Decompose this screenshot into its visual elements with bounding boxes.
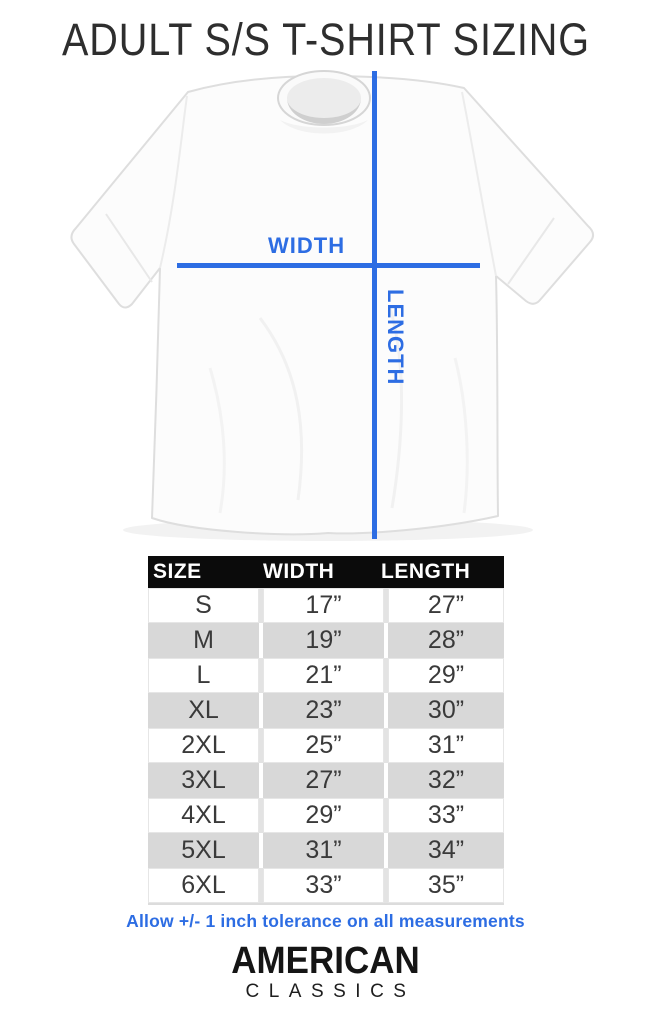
cell-width: 19” [263,623,384,658]
cell-width: 25” [263,728,384,763]
cell-size: 2XL [148,728,259,763]
cell-length: 28” [388,623,504,658]
cell-length: 30” [388,693,504,728]
brand-name-american: AMERICAN [231,940,420,982]
cell-length: 31” [388,728,504,763]
cell-width: 17” [263,588,384,623]
cell-size: 5XL [148,833,259,868]
size-row-l: L 21” 29” [148,658,504,693]
length-label: LENGTH [383,289,408,386]
cell-size: 6XL [148,868,259,903]
page-title: ADULT S/S T-SHIRT SIZING [0,14,651,66]
tshirt-diagram: WIDTH LENGTH [70,70,594,541]
size-row-xl: XL 23” 30” [148,693,504,728]
tshirt-image [70,70,594,541]
width-label: WIDTH [268,233,346,258]
cell-length: 32” [388,763,504,798]
size-row-s: S 17” 27” [148,588,504,623]
cell-length: 29” [388,658,504,693]
size-row-2xl: 2XL 25” 31” [148,728,504,763]
brand-name-classics: CLASSICS [245,981,416,1002]
cell-width: 23” [263,693,384,728]
cell-size: L [148,658,259,693]
header-width: WIDTH [263,560,335,583]
width-measure-line [177,263,480,268]
cell-width: 33” [263,868,384,903]
cell-width: 27” [263,763,384,798]
cell-length: 33” [388,798,504,833]
size-table-body: S 17” 27” M 19” 28” L 21” 29” XL 23” 30” 2XL 25” 31” 3X… [148,588,504,905]
cell-length: 35” [388,868,504,903]
cell-size: XL [148,693,259,728]
cell-length: 27” [388,588,504,623]
header-length: LENGTH [381,560,471,583]
size-row-4xl: 4XL 29” 33” [148,798,504,833]
cell-width: 29” [263,798,384,833]
header-size: SIZE [153,560,202,583]
size-row-3xl: 3XL 27” 32” [148,763,504,798]
cell-length: 34” [388,833,504,868]
tolerance-note: Allow +/- 1 inch tolerance on all measur… [126,911,525,931]
cell-size: M [148,623,259,658]
cell-size: 3XL [148,763,259,798]
cell-width: 21” [263,658,384,693]
size-row-6xl: 6XL 33” 35” [148,868,504,903]
length-measure-line [372,71,377,539]
size-row-m: M 19” 28” [148,623,504,658]
cell-size: 4XL [148,798,259,833]
size-table-header: SIZE WIDTH LENGTH [148,556,504,588]
cell-width: 31” [263,833,384,868]
size-row-5xl: 5XL 31” 34” [148,833,504,868]
brand-logo: AMERICAN CLASSICS [0,942,651,1003]
size-table: SIZE WIDTH LENGTH S 17” 27” M 19” 28” L 21” 29” X… [148,556,504,905]
cell-size: S [148,588,259,623]
page-title-text: ADULT S/S T-SHIRT SIZING [61,14,590,65]
